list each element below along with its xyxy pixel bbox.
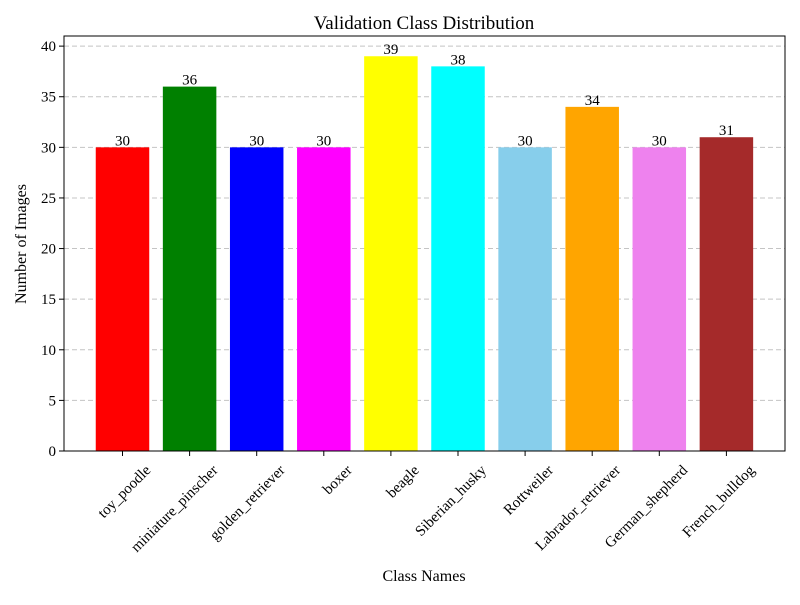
bar-siberian-husky: [431, 66, 485, 452]
y-tick-label: 35: [41, 90, 56, 106]
x-tick-label: Siberian_husky: [413, 462, 491, 540]
bar-value-label: 30: [518, 133, 533, 149]
bar-french-bulldog: [699, 137, 754, 451]
x-tick-label: beagle: [384, 462, 423, 501]
bar-beagle: [364, 56, 418, 452]
y-tick-label: 25: [41, 191, 56, 207]
x-axis-ticks: toy_poodleminiature_pinschergolden_retri…: [95, 451, 759, 556]
y-axis-label: Number of Images: [13, 184, 30, 304]
x-tick-label: toy_poodle: [95, 462, 154, 521]
bar-value-label: 30: [652, 133, 667, 149]
bar-value-label: 30: [115, 133, 130, 149]
bar-toy-poodle: [95, 147, 150, 451]
y-tick-label: 20: [41, 242, 56, 258]
chart-title: Validation Class Distribution: [314, 13, 535, 34]
y-tick-label: 0: [49, 444, 57, 460]
y-tick-label: 40: [41, 39, 56, 55]
bar-rottweiler: [498, 147, 552, 451]
bar-value-label: 30: [249, 133, 264, 149]
y-tick-label: 30: [41, 140, 56, 156]
bar-value-label: 30: [316, 133, 331, 149]
y-tick-label: 15: [41, 292, 56, 308]
y-tick-label: 10: [41, 343, 56, 359]
bar-value-label: 34: [585, 93, 601, 109]
x-tick-label: Rottweiler: [501, 463, 557, 519]
bar-value-label: 39: [383, 42, 398, 58]
x-tick-label: French_bulldog: [680, 462, 759, 541]
bars: [95, 56, 754, 452]
bar-boxer: [297, 147, 351, 451]
data-labels: 30 36 30 30 39 38 30 34 30 31: [115, 42, 734, 149]
bar-golden-retriever: [229, 147, 284, 451]
bar-value-label: 31: [719, 123, 734, 139]
x-axis-label: Class Names: [382, 568, 465, 585]
bar-labrador-retriever: [565, 106, 619, 451]
plot-frame: [63, 35, 786, 452]
x-tick-label: boxer: [320, 463, 355, 498]
bar-miniature-pinscher: [162, 86, 217, 452]
bar-value-label: 36: [182, 73, 198, 89]
y-tick-label: 5: [49, 393, 57, 409]
bar-german-shepherd: [632, 147, 687, 451]
y-axis-ticks: 0 5 10 15 20 25 30 35 40: [41, 39, 64, 460]
bar-value-label: 38: [451, 52, 466, 68]
